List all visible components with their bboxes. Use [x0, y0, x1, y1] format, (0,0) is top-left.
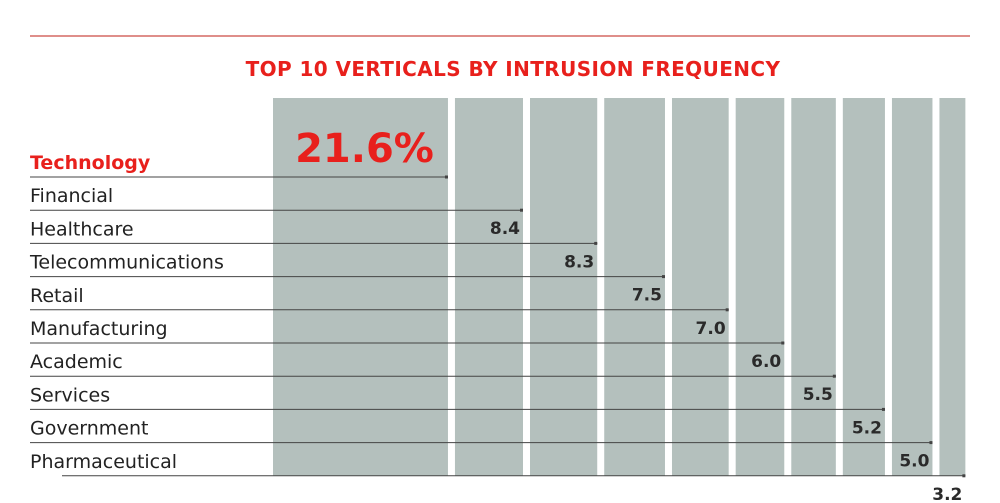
leader-dot-manufacturing	[781, 341, 785, 345]
category-label-government: Government	[30, 418, 149, 440]
value-label-telecommunications: 7.5	[632, 286, 662, 306]
leader-dot-technology	[444, 175, 448, 179]
category-label-retail: Retail	[30, 285, 84, 307]
bar-retail	[671, 98, 729, 476]
value-label-services: 5.2	[852, 418, 882, 438]
bar-pharmaceutical	[939, 98, 966, 476]
bar-manufacturing	[735, 98, 785, 476]
leader-dot-services	[881, 407, 885, 411]
value-label-pharmaceutical: 3.2	[932, 485, 962, 503]
leader-dot-telecommunications	[661, 275, 665, 279]
value-label-retail: 7.0	[696, 319, 726, 339]
bar-healthcare	[530, 98, 598, 476]
value-label-manufacturing: 6.0	[751, 352, 781, 372]
bar-technology	[273, 98, 448, 476]
bar-services	[842, 98, 885, 476]
bar-financial	[454, 98, 523, 476]
leaders-layer	[30, 175, 966, 478]
bars-layer	[273, 98, 966, 476]
category-label-academic: Academic	[30, 351, 123, 373]
value-label-government: 5.0	[899, 452, 929, 472]
category-label-telecommunications: Telecommunications	[29, 252, 224, 274]
value-label-technology: 21.6%	[295, 126, 434, 172]
leader-dot-financial	[520, 208, 523, 212]
category-label-healthcare: Healthcare	[30, 218, 134, 240]
value-label-healthcare: 8.3	[564, 252, 594, 272]
category-label-services: Services	[30, 384, 110, 406]
leader-dot-pharmaceutical	[962, 474, 966, 478]
bar-academic	[791, 98, 836, 476]
bar-government	[891, 98, 933, 476]
value-label-academic: 5.5	[803, 385, 833, 405]
value-label-financial: 8.4	[490, 219, 520, 239]
leader-dot-academic	[832, 374, 836, 378]
leader-dot-healthcare	[594, 241, 598, 245]
leader-dot-government	[929, 441, 933, 445]
category-label-technology: Technology	[30, 152, 151, 174]
labels-layer: Technology 21.6% Financial 8.4 Healthcare 8.3…	[29, 126, 962, 503]
category-label-manufacturing: Manufacturing	[30, 318, 168, 340]
chart-title: TOP 10 VERTICALS BY INTRUSION FREQUENCY	[246, 57, 781, 81]
category-label-pharmaceutical: Pharmaceutical	[30, 451, 177, 473]
leader-dot-retail	[725, 308, 729, 312]
bar-telecommunications	[604, 98, 665, 476]
category-label-financial: Financial	[30, 185, 113, 207]
